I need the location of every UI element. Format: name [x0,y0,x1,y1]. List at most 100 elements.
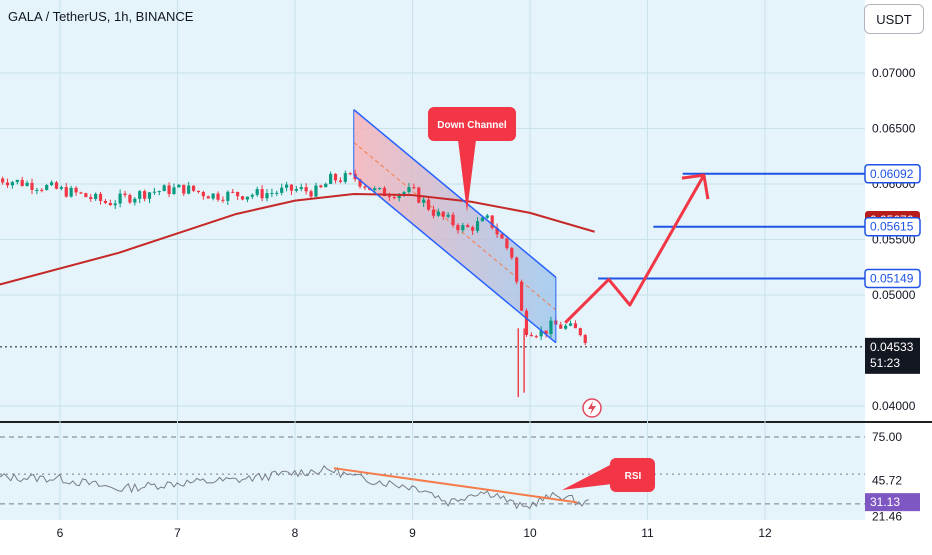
candle-body [436,211,440,216]
candle-body [426,199,431,210]
candle-body [324,183,328,188]
candle-body [471,227,475,231]
candle-body [231,191,235,193]
candle-body [182,184,186,194]
rsi-value-tag [865,493,920,512]
x-tick-label: 8 [292,526,299,540]
candle-body [338,180,343,182]
candle-body [40,189,44,191]
candle-body [299,187,303,190]
candle-body [573,323,578,329]
candle-body [240,196,245,200]
x-tick-label: 6 [57,526,64,540]
lightning-circle-icon [582,398,602,418]
price-tag [864,268,921,289]
candle-body [152,191,156,193]
y-tick-label: 0.05000 [872,288,916,302]
candle-body [69,187,73,197]
candle-body [236,191,240,197]
down-channel-callout [428,107,516,141]
price-tag-label: 0.05149 [870,271,914,285]
candle-body [89,197,93,200]
candle-body [519,281,524,311]
currency-button[interactable]: USDT [864,4,924,34]
candle-body [407,187,411,193]
down-channel-fill [353,109,556,343]
x-tick-label: 9 [409,526,416,540]
candle-body [64,187,68,197]
candle-body [549,320,553,334]
candle-body [147,192,152,199]
candle-body [284,184,289,188]
rsi-tick-label: 21.46 [872,510,902,524]
x-tick-label: 12 [758,526,772,540]
y-tick-label: 0.07000 [872,66,916,80]
candle-body [490,215,494,228]
candle-body [157,191,161,193]
candle-body [255,189,259,195]
current-price-label: 0.04533 [870,340,914,354]
candle-body [20,179,24,186]
candle-body [162,185,166,192]
candle-body [74,187,78,193]
candle-body [373,188,377,191]
down-channel-label: Down Channel [437,120,507,131]
candle-body [441,211,445,217]
moving-average-line [0,192,595,286]
candle-body [221,199,225,201]
candle-body [187,185,191,194]
candle-body [177,184,181,188]
candle-body [59,187,63,189]
x-tick-label: 10 [523,526,537,540]
candle-body [319,185,323,188]
chart-title: GALA / TetherUS, 1h, BINANCE [8,9,194,24]
candle-body [30,182,34,190]
candle-body [49,182,54,186]
candle-body [348,173,352,175]
current-price-tag [865,337,920,374]
candle-body [25,182,29,186]
candle-body [343,173,347,182]
rsi-trendline [333,467,578,504]
candle-body [54,182,59,189]
price-tag-label: 0.05615 [870,220,914,234]
candle-body [98,193,103,201]
candle-body [578,328,582,336]
candle-body [480,217,485,222]
candle-body [94,193,98,200]
candle-body [201,192,205,197]
candle-body [534,336,538,338]
candle-body [103,200,108,203]
candle-body [529,334,533,337]
candle-body [45,185,49,190]
candle-body [431,209,436,216]
candle-body [108,202,112,206]
candle-body [451,214,455,225]
rsi-value-label: 31.13 [870,495,900,509]
candle-body [329,173,333,184]
candle-body [387,196,391,198]
candle-body [143,191,147,199]
candle-body [309,191,313,197]
candle-body [245,196,250,200]
candle-body [172,187,176,195]
candle-body [402,192,406,195]
y-tick-label: 0.06500 [872,122,916,136]
x-tick-label: 7 [174,526,181,540]
candle-body [500,234,504,239]
candle-body [505,238,509,249]
replay-icon-bolt [588,401,596,415]
candle-body [133,198,137,203]
candle-body [275,192,279,194]
candle-body [583,335,587,344]
candle-body [211,193,215,199]
projection-arrow [564,174,706,324]
candle-body [461,225,465,231]
candle-body [559,324,563,329]
candle-body [475,221,480,231]
candle-body [466,225,470,228]
candle-body [392,197,396,199]
